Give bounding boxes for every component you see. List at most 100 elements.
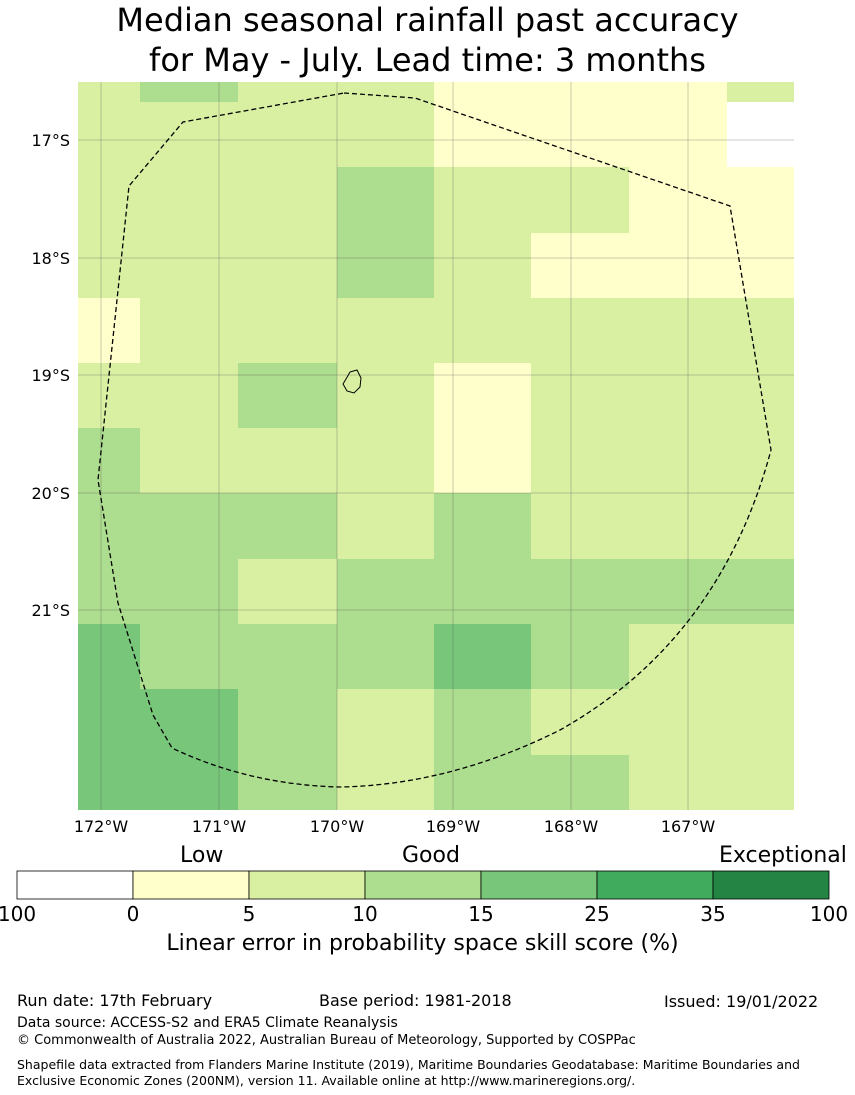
skill-cell — [337, 363, 434, 428]
skill-cell — [78, 167, 140, 233]
skill-cell — [337, 102, 434, 167]
colorbar-tick: 5 — [242, 902, 256, 926]
skill-cell — [727, 755, 794, 810]
latitude-label: 18°S — [31, 249, 70, 268]
skill-cell — [629, 428, 727, 493]
skill-cell — [337, 559, 434, 624]
base-period: Base period: 1981-2018 — [319, 991, 512, 1010]
skill-cell — [727, 624, 794, 689]
skill-cell — [629, 363, 727, 428]
skill-cell — [531, 689, 629, 755]
skill-cell — [140, 298, 238, 363]
skill-cell — [337, 233, 434, 298]
skill-cell — [434, 559, 531, 624]
longitude-label: 168°W — [544, 817, 599, 836]
longitude-label: 170°W — [310, 817, 365, 836]
latitude-labels: 17°S 18°S 19°S 20°S 21°S — [31, 131, 70, 620]
skill-cell — [434, 755, 531, 810]
skill-cell — [78, 755, 140, 810]
skill-cell — [727, 689, 794, 755]
longitude-label: 167°W — [661, 817, 716, 836]
skill-cell — [727, 493, 794, 559]
skill-cell — [531, 624, 629, 689]
skill-cell — [238, 82, 337, 102]
colorbar-tick: 0 — [126, 902, 140, 926]
skill-cell — [140, 102, 238, 167]
title-line-2: for May - July. Lead time: 3 months — [149, 41, 706, 79]
skill-cell — [140, 755, 238, 810]
skill-cell — [238, 755, 337, 810]
skill-cell — [531, 102, 629, 167]
longitude-label: 171°W — [192, 817, 247, 836]
skill-cell — [434, 82, 531, 102]
longitude-labels: 172°W 171°W 170°W 169°W 168°W 167°W — [74, 817, 716, 836]
longitude-label: 172°W — [74, 817, 129, 836]
colorbar-swatch — [248, 870, 366, 900]
skill-cell — [434, 167, 531, 233]
skill-cell — [140, 624, 238, 689]
skill-cell — [629, 689, 727, 755]
skill-cell — [629, 559, 727, 624]
latitude-label: 20°S — [31, 484, 70, 503]
skill-cell — [727, 82, 794, 102]
colorbar — [16, 870, 830, 900]
skill-cell — [531, 755, 629, 810]
colorbar-swatch — [132, 870, 250, 900]
skill-cell — [238, 624, 337, 689]
skill-cell — [727, 428, 794, 493]
niue-island-outline — [342, 369, 362, 394]
skill-cell — [238, 428, 337, 493]
skill-cell — [140, 82, 238, 102]
colorbar-tick: 35 — [700, 902, 726, 926]
skill-cell — [238, 689, 337, 755]
skill-cell — [531, 428, 629, 493]
issued-date: Issued: 19/01/2022 — [664, 992, 819, 1011]
skill-grid-cells — [78, 82, 794, 810]
skill-cell — [78, 233, 140, 298]
skill-cell — [238, 167, 337, 233]
colorbar-swatch — [480, 870, 598, 900]
skill-cell — [434, 428, 531, 493]
skill-cell — [629, 298, 727, 363]
skill-cell — [531, 493, 629, 559]
skill-cell — [337, 428, 434, 493]
copyright: © Commonwealth of Australia 2022, Austra… — [17, 1033, 636, 1048]
skill-cell — [434, 233, 531, 298]
skill-cell — [238, 559, 337, 624]
skill-cell — [531, 233, 629, 298]
skill-cell — [629, 493, 727, 559]
colorbar-tick: 25 — [584, 902, 610, 926]
colorbar-tick: 100 — [809, 902, 849, 926]
skill-cell — [434, 102, 531, 167]
skill-cell — [140, 493, 238, 559]
skill-cell — [434, 689, 531, 755]
skill-cell — [337, 689, 434, 755]
skill-cell — [531, 559, 629, 624]
data-source: Data source: ACCESS-S2 and ERA5 Climate … — [17, 1015, 398, 1031]
colorbar-swatch — [712, 870, 830, 900]
graticule — [78, 82, 794, 810]
skill-cell — [434, 298, 531, 363]
category-low: Low — [180, 843, 224, 868]
latitude-label: 17°S — [31, 131, 70, 150]
eez-boundary — [97, 92, 772, 788]
skill-cell — [531, 82, 629, 102]
skill-cell — [727, 559, 794, 624]
skill-cell — [337, 167, 434, 233]
latitude-label: 21°S — [31, 601, 70, 620]
skill-cell — [238, 102, 337, 167]
skill-cell — [531, 298, 629, 363]
skill-cell — [140, 167, 238, 233]
skill-cell — [78, 624, 140, 689]
skill-cell — [78, 428, 140, 493]
skill-cell — [78, 559, 140, 624]
run-date: Run date: 17th February — [17, 991, 213, 1010]
skill-cell — [337, 624, 434, 689]
skill-cell — [434, 624, 531, 689]
skill-cell — [238, 298, 337, 363]
shapefile-credit: Shapefile data extracted from Flanders M… — [17, 1057, 800, 1088]
skill-cell — [337, 298, 434, 363]
skill-cell — [629, 624, 727, 689]
colorbar-tick: 100 — [0, 902, 37, 926]
